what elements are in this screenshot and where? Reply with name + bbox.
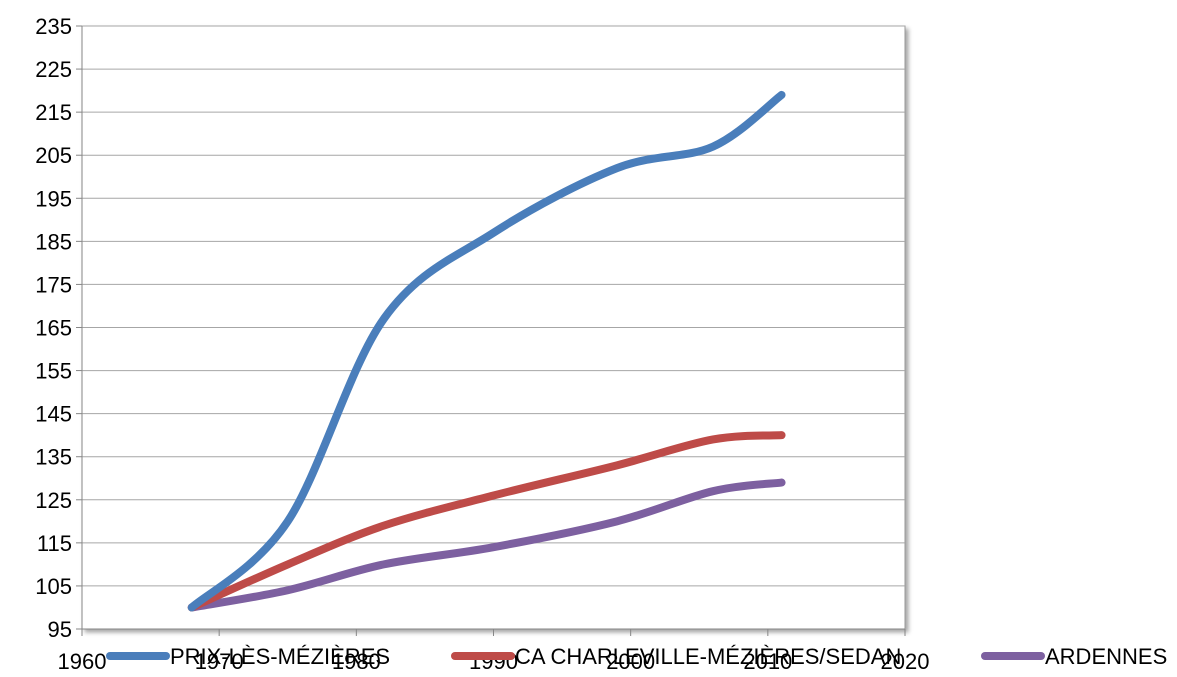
y-tick-label: 165 — [35, 316, 72, 341]
legend-label: CA CHARLEVILLE-MÉZIÈRES/SEDAN — [515, 644, 901, 669]
y-tick-label: 215 — [35, 100, 72, 125]
gridlines — [82, 25, 905, 587]
y-tick-label: 205 — [35, 143, 72, 168]
series-lines — [187, 90, 786, 612]
y-axis-ticks: 95 105 115 125 135 145 155 165 175 185 195 205 215 22… — [35, 14, 82, 642]
y-tick-label: 175 — [35, 272, 72, 297]
x-tick-label: 1960 — [58, 649, 107, 674]
series-line-ca-charleville-m-zi-res-sedan — [187, 431, 786, 612]
legend-label: PRIX-LÈS-MÉZIÈRES — [170, 644, 390, 669]
y-tick-label: 125 — [35, 488, 72, 513]
legend-label: ARDENNES — [1045, 644, 1167, 669]
y-tick-label: 115 — [37, 531, 72, 556]
y-tick-label: 225 — [35, 57, 72, 82]
x-tick-label: 1980 — [332, 649, 381, 674]
y-tick-label: 235 — [35, 14, 72, 39]
x-tick-label: 1970 — [195, 649, 244, 674]
y-tick-label: 105 — [35, 574, 72, 599]
y-tick-label: 95 — [48, 617, 72, 642]
x-tick-label: 2010 — [743, 649, 792, 674]
legend: PRIX-LÈS-MÉZIÈRES CA CHARLEVILLE-MÉZIÈRES… — [106, 644, 1167, 669]
y-tick-label: 135 — [35, 445, 72, 470]
series-line-ardennes — [187, 478, 786, 612]
series-line-prix-l-s-m-zi-res — [187, 90, 786, 612]
x-tick-label: 2020 — [881, 649, 930, 674]
y-tick-label: 145 — [35, 402, 72, 427]
x-tick-label: 2000 — [606, 649, 655, 674]
y-tick-label: 195 — [35, 186, 72, 211]
y-tick-label: 155 — [35, 359, 72, 384]
y-tick-label: 185 — [35, 229, 72, 254]
